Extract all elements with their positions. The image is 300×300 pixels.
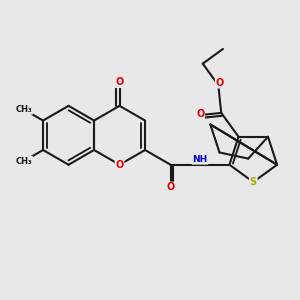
Text: CH₃: CH₃ <box>16 105 32 114</box>
Text: O: O <box>196 109 204 118</box>
Text: O: O <box>216 78 224 88</box>
Text: S: S <box>250 177 257 187</box>
Text: O: O <box>167 182 175 192</box>
Text: CH₃: CH₃ <box>16 157 32 166</box>
Text: O: O <box>116 77 124 87</box>
Text: O: O <box>116 160 124 170</box>
Text: NH: NH <box>192 155 208 164</box>
